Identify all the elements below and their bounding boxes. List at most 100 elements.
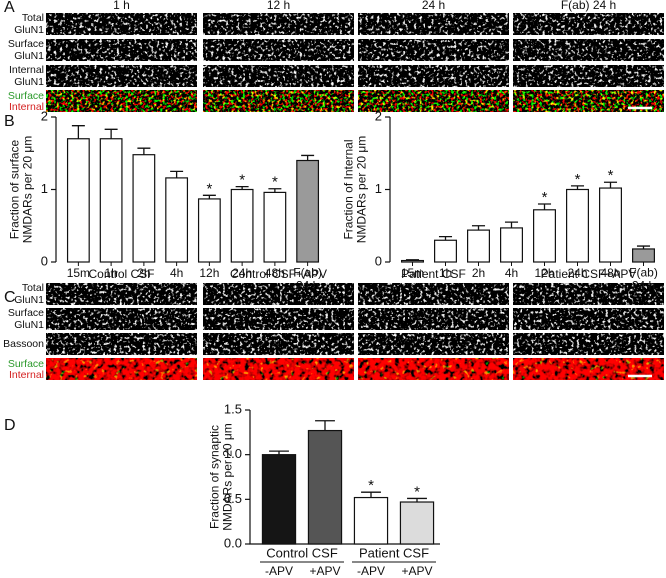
error-bar [104,128,118,139]
micrograph [203,358,354,380]
group-label: Patient CSF [359,545,429,560]
micrograph [46,358,197,380]
column-header: 1 h [113,0,130,12]
micrograph [358,90,509,112]
panel-label: B [4,113,15,130]
x-tick-label: 12h [534,266,554,280]
bar [399,501,435,545]
bar [296,159,320,263]
x-tick-label: 24h [232,266,252,280]
y-tick-label: 0.5 [224,491,242,506]
x-tick-label: 2h [472,266,485,280]
x-tick-label: 1h [104,266,117,280]
micrograph [513,90,664,112]
bar [99,138,123,263]
merge-label: Internal [9,101,44,113]
significance-mark: * [272,174,278,191]
micrograph [358,65,509,87]
micrograph [513,333,664,355]
y-tick-label: 0 [41,253,48,268]
significance-mark: * [575,171,581,188]
error-bar [202,194,216,199]
micrograph [46,308,197,330]
row-label: Surface GluN1 [8,38,44,62]
micrograph [203,90,354,112]
error-bar [170,170,184,178]
error-bar [504,221,519,228]
x-tick-label: 4h [170,266,183,280]
error-bar [471,225,486,231]
micrograph [513,358,664,380]
bar [599,187,622,263]
bar [66,138,90,263]
error-bar [315,420,335,431]
error-bar [570,185,585,190]
micrograph [358,333,509,355]
bar [566,188,589,263]
bar [353,496,389,545]
x-tick-label: 15m [401,266,424,280]
micrograph [46,90,197,112]
row-label: Internal GluN1 [9,64,44,88]
row-label: Total GluN1 [14,12,44,36]
row-label: Total GluN1 [14,282,44,306]
x-tick-label: 24h [567,266,587,280]
x-tick-label: +APV [401,564,432,578]
significance-mark: * [206,180,212,197]
micrograph [358,13,509,35]
row-label: Bassoon [3,338,44,350]
bar [197,198,221,263]
y-tick-label: 1.5 [224,401,242,416]
micrograph [513,283,664,305]
error-bar [268,188,282,193]
micrograph [513,39,664,61]
bar [467,229,490,263]
micrograph [46,39,197,61]
group-label: Control CSF [266,545,338,560]
row-label: Surface GluN1 [8,307,44,331]
x-tick-label: 15m [67,266,90,280]
significance-mark: * [368,477,374,494]
bar [307,429,343,545]
x-tick-label: 48h [600,266,620,280]
column-header: Patient CSF [401,267,466,281]
bar [132,154,156,263]
column-header: Control CSF+APV [230,267,327,281]
column-header: Control CSF [88,267,154,281]
bar [533,209,556,263]
x-tick-label: 48h [265,266,285,280]
merge-label: Surface [8,358,44,370]
micrograph [46,283,197,305]
error-bar [537,203,552,210]
significance-mark: * [414,483,420,500]
panel-label: D [4,417,16,434]
micrograph [203,283,354,305]
error-bar [71,125,85,139]
y-tick-label: 0.0 [224,535,242,550]
y-tick-label: 2 [375,108,382,123]
bar [632,248,655,263]
x-tick-label: +APV [309,564,340,578]
significance-mark: * [542,189,548,206]
column-header: F(ab) 24 h [561,0,616,12]
bar [230,188,254,263]
x-tick-label: 1h [439,266,452,280]
merge-label: Surface [8,90,44,102]
y-tick-label: 0 [375,253,382,268]
bar [261,454,297,545]
x-tick-label: 12h [199,266,219,280]
micrograph [513,65,664,87]
micrograph [203,39,354,61]
micrograph [203,13,354,35]
error-bar [137,147,151,155]
panel-label: A [4,0,15,16]
bar [434,239,457,263]
error-bar [438,235,453,241]
micrograph [358,358,509,380]
y-axis-label: Fraction of surfaceNMDARs per 20 μm [8,136,35,244]
y-axis-label: Fraction of InternalNMDARs per 20 μm [342,136,369,244]
micrograph [203,308,354,330]
micrograph [46,13,197,35]
micrograph [513,13,664,35]
